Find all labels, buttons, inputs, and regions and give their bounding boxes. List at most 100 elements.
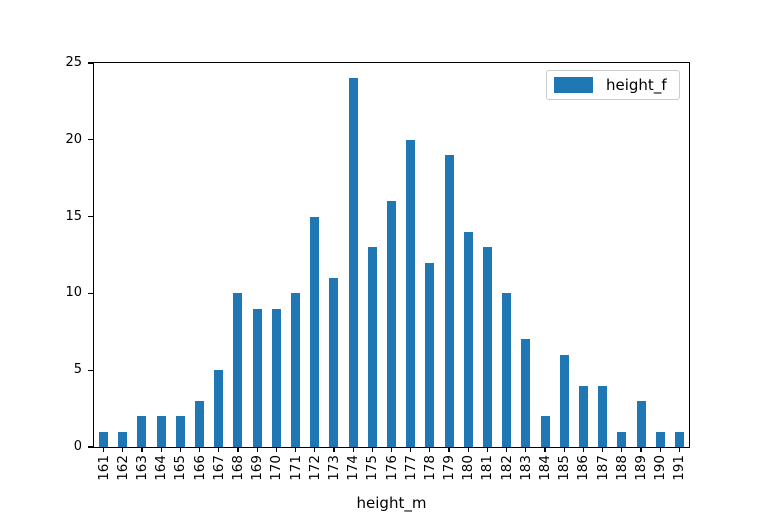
x-tick-label: 177 — [402, 455, 419, 481]
bar-180 — [463, 231, 473, 447]
x-tick-label: 171 — [287, 455, 304, 481]
y-tick-label: 10 — [65, 285, 82, 301]
y-tick-label: 5 — [73, 362, 82, 378]
bar-170 — [271, 308, 281, 447]
y-tick — [88, 139, 94, 141]
bar-188 — [617, 431, 627, 447]
x-tick-label: 170 — [268, 455, 285, 481]
y-tick-label: 20 — [65, 131, 82, 147]
x-tick-label: 191 — [671, 455, 688, 481]
bar-187 — [598, 385, 608, 447]
bar-186 — [578, 385, 588, 447]
y-tick — [88, 216, 94, 218]
bar-181 — [482, 247, 492, 447]
x-tick-label: 169 — [249, 455, 266, 481]
bar-173 — [329, 278, 339, 447]
bar-168 — [233, 293, 243, 447]
x-tick — [160, 447, 162, 452]
x-tick — [294, 447, 297, 452]
y-tick-label: 15 — [65, 208, 82, 224]
plot-area: 0 5 10 15 20 25 161 162 163 164 165 166 167 168 169 17… — [65, 55, 690, 481]
bar-185 — [559, 354, 569, 447]
x-tick-label: 161 — [95, 455, 112, 481]
x-tick — [102, 447, 105, 452]
x-tick — [506, 447, 508, 452]
x-tick-label: 180 — [460, 455, 477, 481]
bar-172 — [310, 216, 320, 447]
bar-171 — [291, 293, 301, 447]
x-tick-label: 172 — [306, 455, 323, 481]
x-tick — [352, 447, 354, 452]
x-tick — [256, 447, 258, 452]
x-tick — [678, 447, 680, 452]
x-tick-label: 185 — [556, 455, 573, 481]
bar-183 — [521, 339, 531, 447]
x-tick — [371, 447, 373, 452]
x-tick — [467, 447, 469, 452]
bar-174 — [348, 78, 358, 447]
x-tick — [429, 447, 431, 452]
x-tick-label: 179 — [441, 455, 458, 481]
bar-164 — [156, 416, 166, 447]
x-tick — [179, 447, 181, 452]
y-tick-label: 0 — [73, 439, 82, 454]
x-tick-label: 190 — [652, 455, 669, 481]
bar-167 — [214, 370, 224, 447]
x-tick-label: 164 — [153, 455, 170, 481]
x-tick — [122, 447, 124, 452]
x-tick — [525, 447, 527, 452]
x-tick-label: 167 — [210, 455, 227, 481]
bar-184 — [540, 416, 550, 447]
legend-label: height_f — [606, 76, 667, 94]
x-tick — [563, 447, 565, 452]
bar-175 — [367, 247, 377, 447]
x-tick-label: 168 — [229, 455, 246, 481]
x-tick — [602, 447, 604, 452]
bar-179 — [444, 155, 454, 447]
legend: height_f — [546, 70, 680, 100]
x-tick-label: 188 — [613, 455, 630, 481]
x-tick-label: 174 — [345, 455, 362, 481]
x-tick-label: 165 — [172, 455, 189, 481]
legend-swatch-icon — [554, 77, 593, 93]
x-tick — [390, 447, 393, 452]
x-tick — [141, 447, 143, 452]
bar-161 — [99, 431, 109, 447]
x-tick-label: 183 — [517, 455, 534, 481]
y-tick-label: 25 — [65, 55, 82, 70]
y-tick — [88, 446, 94, 448]
x-tick — [237, 447, 239, 452]
x-tick — [314, 447, 316, 452]
x-tick-label: 184 — [537, 455, 554, 481]
bar-191 — [674, 431, 684, 447]
bar-177 — [406, 139, 416, 447]
x-tick-label: 175 — [364, 455, 381, 481]
x-tick-label: 162 — [114, 455, 131, 481]
x-tick — [544, 447, 546, 452]
x-tick-label: 186 — [575, 455, 592, 481]
x-tick — [275, 447, 277, 452]
x-tick-label: 173 — [325, 455, 342, 481]
x-tick-label: 189 — [633, 455, 650, 481]
bar-165 — [175, 416, 185, 447]
bar-182 — [502, 293, 512, 447]
x-tick-label: 181 — [479, 455, 496, 481]
x-tick — [218, 447, 220, 452]
y-tick — [88, 369, 94, 371]
x-tick — [333, 447, 335, 452]
x-tick-label: 166 — [191, 455, 208, 481]
x-tick — [659, 447, 661, 452]
x-tick — [486, 447, 489, 452]
bar-166 — [195, 400, 205, 447]
bar-162 — [118, 431, 128, 447]
x-tick — [621, 447, 623, 452]
y-tick — [88, 62, 94, 64]
x-tick — [582, 447, 585, 452]
x-tick — [448, 447, 450, 452]
x-axis-title: height_m — [356, 494, 427, 512]
bar-189 — [636, 400, 646, 447]
bar-178 — [425, 262, 435, 447]
x-tick-label: 187 — [594, 455, 611, 481]
x-tick-label: 182 — [498, 455, 515, 481]
